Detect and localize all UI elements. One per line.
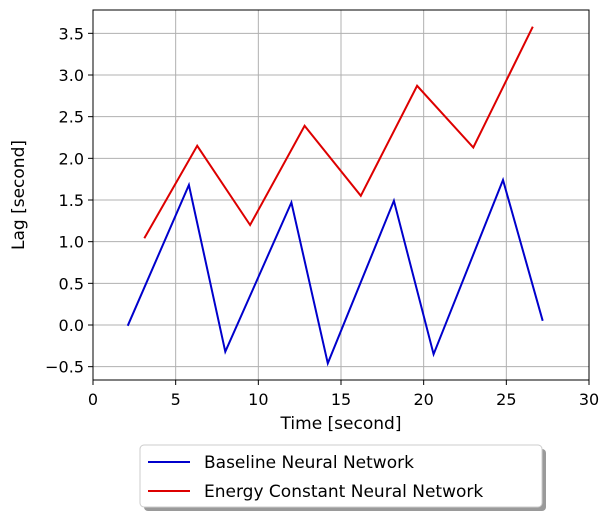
y-axis-ticks: −0.5 0.0 0.5 1.0 1.5 2.0 2.5 3.0 3.5 [45, 24, 93, 377]
x-tick-label: 0 [88, 390, 98, 409]
y-tick-label: 0.5 [59, 274, 84, 293]
x-tick-label: 10 [248, 390, 268, 409]
y-tick-label: 2.0 [59, 149, 84, 168]
y-tick-label: 1.0 [59, 233, 84, 252]
y-tick-label: 2.5 [59, 108, 84, 127]
x-tick-label: 5 [171, 390, 181, 409]
y-tick-label: 3.5 [59, 24, 84, 43]
y-tick-label: 0.0 [59, 316, 84, 335]
x-tick-label: 30 [579, 390, 599, 409]
series-line-0 [126, 176, 544, 367]
y-tick-label: 3.0 [59, 66, 84, 85]
x-tick-label: 20 [413, 390, 433, 409]
legend-label-energy-constant: Energy Constant Neural Network [204, 482, 483, 502]
legend-box [139, 444, 543, 508]
y-tick-label: 1.5 [59, 191, 84, 210]
x-axis-title: Time [second] [280, 414, 402, 434]
x-tick-label: 25 [496, 390, 516, 409]
y-axis-title: Lag [second] [9, 140, 29, 250]
series-lines [126, 26, 544, 367]
series-line-1 [143, 26, 534, 239]
legend-label-baseline: Baseline Neural Network [204, 453, 414, 473]
y-tick-label: −0.5 [45, 358, 84, 377]
x-tick-label: 15 [331, 390, 351, 409]
legend: Baseline Neural Network Energy Constant … [139, 444, 546, 511]
x-axis-ticks: 0 5 10 15 20 25 30 [88, 380, 599, 409]
